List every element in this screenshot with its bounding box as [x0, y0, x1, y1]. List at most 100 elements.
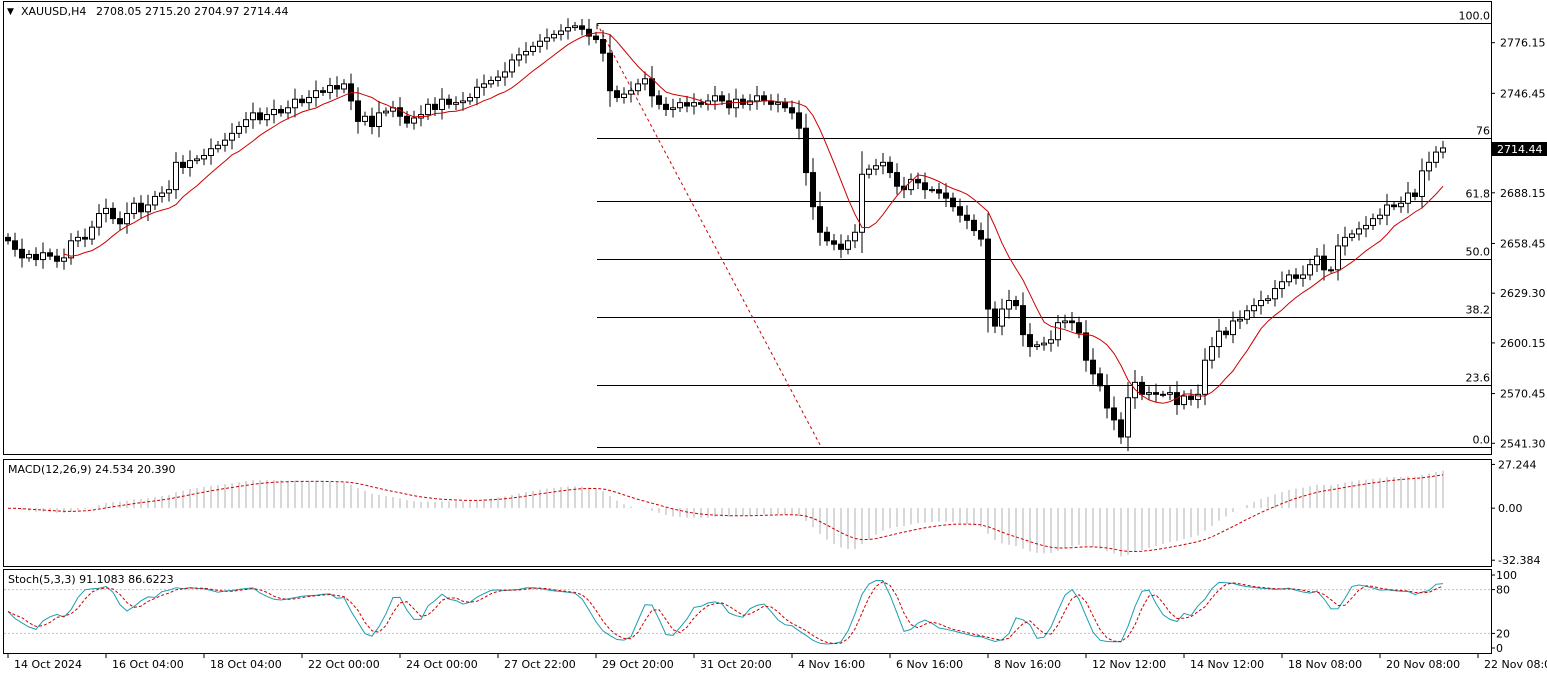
candle-bull[interactable] [187, 160, 193, 168]
candle-bull[interactable] [852, 231, 858, 242]
candle-bear[interactable] [936, 189, 942, 194]
candle-bull[interactable] [341, 83, 347, 90]
candle-bear[interactable] [1104, 385, 1110, 409]
candle-bull[interactable] [873, 165, 879, 170]
candle-bull[interactable] [40, 252, 46, 261]
candle-bear[interactable] [964, 214, 970, 221]
candle-bull[interactable] [551, 33, 557, 39]
candle-bull[interactable] [264, 114, 270, 121]
candle-bear[interactable] [838, 243, 844, 250]
candle-bull[interactable] [537, 40, 543, 47]
candle-bear[interactable] [586, 28, 592, 37]
candle-bull[interactable] [999, 308, 1005, 327]
candle-bull[interactable] [488, 79, 494, 85]
candle-bull[interactable] [565, 27, 571, 32]
candle-bear[interactable] [824, 231, 830, 242]
candle-bull[interactable] [502, 71, 508, 78]
candle-bull[interactable] [1216, 330, 1222, 348]
candle-bear[interactable] [320, 90, 326, 93]
candle-bull[interactable] [670, 107, 676, 110]
candle-bull[interactable] [1286, 274, 1292, 283]
candle-bear[interactable] [5, 236, 11, 242]
candle-bull[interactable] [866, 168, 872, 175]
candle-bull[interactable] [1265, 298, 1271, 302]
candle-bear[interactable] [1139, 381, 1145, 395]
candle-bull[interactable] [733, 98, 739, 109]
candle-bear[interactable] [810, 172, 816, 208]
candle-bull[interactable] [1251, 305, 1257, 312]
candle-bull[interactable] [642, 78, 648, 85]
candle-bull[interactable] [495, 76, 501, 81]
candle-bull[interactable] [1419, 170, 1425, 197]
candle-bull[interactable] [453, 102, 459, 105]
candle-bull[interactable] [194, 158, 200, 162]
candle-bear[interactable] [579, 25, 585, 30]
candle-bear[interactable] [47, 252, 53, 257]
candle-bull[interactable] [1237, 318, 1243, 322]
candle-bull[interactable] [1202, 359, 1208, 395]
candle-bear[interactable] [180, 161, 186, 168]
candle-bear[interactable] [1020, 305, 1026, 336]
candle-bear[interactable] [726, 100, 732, 109]
candle-bull[interactable] [635, 83, 641, 92]
candle-bear[interactable] [915, 178, 921, 184]
fib-trend-line[interactable] [596, 23, 822, 447]
candle-bull[interactable] [509, 59, 515, 73]
candle-bull[interactable] [460, 100, 466, 104]
candle-bull[interactable] [1048, 339, 1054, 344]
candle-bear[interactable] [796, 112, 802, 129]
candle-bull[interactable] [1160, 393, 1166, 396]
candle-bear[interactable] [593, 35, 599, 41]
candle-bull[interactable] [1307, 264, 1313, 276]
candle-bull[interactable] [775, 102, 781, 105]
candle-bull[interactable] [1426, 161, 1432, 172]
candle-bear[interactable] [33, 253, 39, 261]
candle-bull[interactable] [754, 95, 760, 102]
candle-bull[interactable] [285, 107, 291, 114]
candle-bull[interactable] [530, 45, 536, 52]
candle-bull[interactable] [1370, 218, 1376, 226]
candle-bear[interactable] [1153, 392, 1159, 395]
candle-bull[interactable] [439, 98, 445, 110]
candle-bull[interactable] [1398, 202, 1404, 208]
candle-bear[interactable] [782, 102, 788, 109]
candle-bull[interactable] [208, 148, 214, 157]
candle-bear[interactable] [985, 238, 991, 310]
candle-bear[interactable] [138, 202, 144, 213]
candle-bear[interactable] [950, 197, 956, 208]
candle-bull[interactable] [383, 110, 389, 114]
candle-bear[interactable] [922, 182, 928, 191]
candle-bear[interactable] [1097, 373, 1103, 387]
candle-bear[interactable] [1412, 192, 1418, 197]
candle-bull[interactable] [1244, 310, 1250, 320]
candle-bull[interactable] [1328, 269, 1334, 272]
candle-bull[interactable] [1356, 228, 1362, 235]
candle-bull[interactable] [89, 226, 95, 240]
candle-bull[interactable] [1034, 344, 1040, 348]
candle-bull[interactable] [1363, 224, 1369, 230]
candle-bear[interactable] [600, 39, 606, 54]
candle-bull[interactable] [166, 189, 172, 194]
candle-bull[interactable] [1062, 320, 1068, 324]
candle-bull[interactable] [362, 115, 368, 122]
candle-bull[interactable] [292, 98, 298, 109]
candle-bull[interactable] [1167, 392, 1173, 395]
candle-bull[interactable] [313, 90, 319, 99]
candle-bull[interactable] [68, 240, 74, 259]
candle-bull[interactable] [306, 97, 312, 104]
candle-bear[interactable] [1391, 204, 1397, 208]
candle-bull[interactable] [712, 95, 718, 102]
candle-bull[interactable] [201, 155, 207, 160]
candle-bear[interactable] [1013, 300, 1019, 307]
candle-bear[interactable] [1118, 419, 1124, 438]
candle-bull[interactable] [75, 236, 81, 242]
candle-bull[interactable] [691, 102, 697, 107]
candle-bull[interactable] [859, 173, 865, 233]
candle-bear[interactable] [19, 248, 25, 259]
candle-bull[interactable] [467, 97, 473, 102]
candle-bear[interactable] [257, 112, 263, 121]
candle-bear[interactable] [614, 90, 620, 99]
candle-bull[interactable] [1272, 288, 1278, 300]
candle-bear[interactable] [1083, 332, 1089, 361]
